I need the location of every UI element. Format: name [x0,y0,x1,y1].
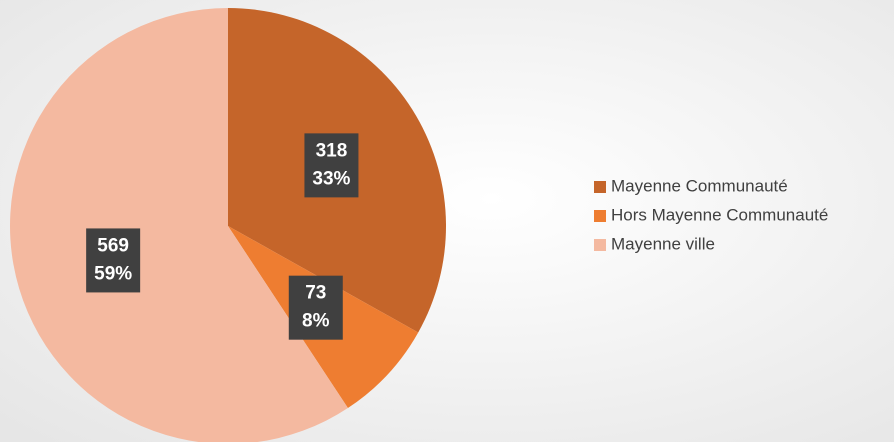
legend-label: Mayenne Communauté [611,176,788,195]
legend-label: Hors Mayenne Communauté [611,205,828,224]
legend-swatch [594,239,606,251]
data-label-percent: 33% [312,168,350,189]
data-label-percent: 8% [302,311,330,332]
legend-swatch [594,210,606,222]
legend-swatch [594,181,606,193]
data-label-box [288,275,343,340]
data-label: 738% [288,275,343,340]
pie-slice [10,8,348,442]
data-label-value: 73 [305,283,326,304]
data-label-box [86,228,141,293]
legend-label: Mayenne ville [611,234,715,253]
data-label-percent: 59% [94,263,132,284]
data-label-box [304,133,359,198]
data-label-value: 569 [97,235,129,256]
data-label-value: 318 [316,140,348,161]
